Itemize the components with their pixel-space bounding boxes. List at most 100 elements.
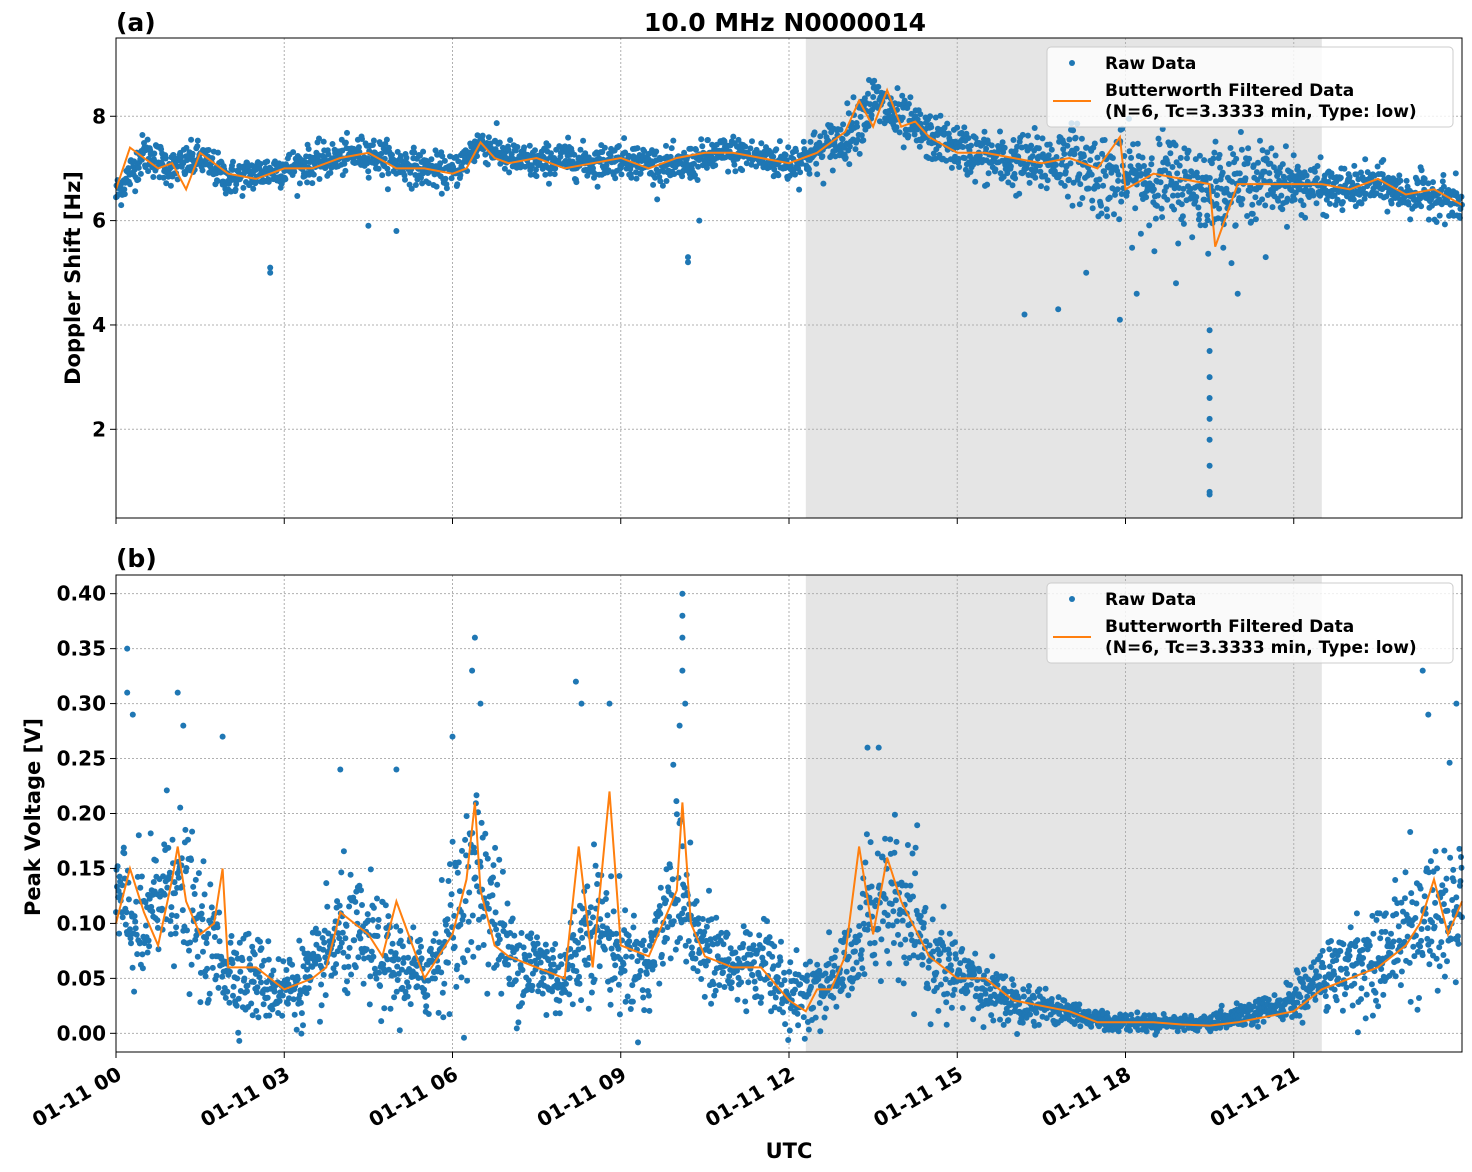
raw-data-point [474, 883, 480, 890]
raw-data-point [1179, 213, 1186, 220]
raw-data-point [580, 944, 587, 951]
raw-data-point [168, 912, 175, 919]
raw-data-point [182, 826, 189, 833]
raw-data-point [882, 835, 889, 842]
raw-data-point [1206, 374, 1213, 381]
raw-data-point [786, 968, 793, 975]
raw-data-point [987, 986, 994, 992]
raw-data-point [773, 146, 780, 153]
raw-data-point [526, 142, 533, 149]
raw-data-point [990, 1017, 997, 1024]
raw-data-point [1403, 177, 1410, 184]
raw-data-point [657, 910, 664, 917]
raw-data-point [405, 983, 412, 990]
raw-data-point [179, 907, 186, 914]
raw-data-point [265, 938, 272, 945]
raw-data-point [464, 977, 471, 984]
raw-data-point [810, 1004, 817, 1011]
raw-data-point [320, 946, 327, 953]
raw-data-point [1214, 192, 1220, 199]
raw-data-point [1216, 151, 1223, 158]
raw-data-point [493, 962, 500, 968]
raw-data-point [627, 1006, 634, 1012]
raw-data-point [927, 1021, 934, 1028]
raw-data-point [305, 985, 312, 992]
raw-data-point [870, 94, 877, 100]
raw-data-point [529, 982, 536, 989]
raw-data-point [519, 1000, 525, 1007]
raw-data-point [1425, 216, 1432, 223]
raw-data-point [814, 961, 821, 968]
raw-data-point [946, 950, 953, 957]
raw-data-point [1292, 986, 1299, 993]
raw-data-point [461, 959, 468, 966]
raw-data-point [215, 149, 221, 156]
raw-data-point [360, 980, 367, 987]
raw-data-point [421, 986, 428, 993]
raw-data-point [591, 976, 598, 983]
raw-data-point [304, 959, 311, 966]
raw-data-point [615, 981, 622, 988]
raw-data-point [758, 140, 765, 147]
raw-data-point [383, 136, 390, 143]
raw-data-point [1294, 163, 1301, 170]
raw-data-point [520, 944, 527, 951]
raw-data-point [135, 176, 142, 183]
raw-data-point [829, 167, 836, 174]
raw-data-point [961, 124, 968, 131]
raw-data-point [1073, 145, 1080, 152]
raw-data-point [1035, 145, 1042, 152]
raw-data-point [856, 150, 863, 157]
raw-data-point [233, 1002, 240, 1009]
raw-data-point [1238, 146, 1245, 153]
raw-data-point [1239, 196, 1246, 202]
raw-data-point [793, 947, 800, 954]
raw-data-point [1201, 196, 1208, 203]
raw-data-point [775, 172, 782, 179]
raw-data-point [549, 946, 556, 953]
raw-data-point [1206, 415, 1213, 422]
raw-data-point [336, 935, 343, 942]
raw-data-point [1094, 183, 1101, 190]
raw-data-point [320, 138, 327, 145]
raw-data-point [613, 930, 620, 937]
raw-data-point [1358, 200, 1365, 207]
raw-data-point [1265, 996, 1272, 1003]
raw-data-point [811, 129, 818, 136]
raw-data-point [656, 903, 663, 909]
raw-data-point [766, 934, 773, 941]
raw-data-point [817, 1028, 824, 1035]
raw-data-point [1087, 157, 1094, 164]
raw-data-point [1176, 162, 1183, 169]
raw-data-point [284, 976, 291, 983]
raw-data-point [1418, 203, 1425, 210]
raw-data-point [1132, 205, 1139, 212]
raw-data-point [959, 946, 966, 952]
raw-data-point [1262, 254, 1269, 261]
raw-data-point [378, 1018, 385, 1025]
raw-data-point [901, 954, 908, 961]
raw-data-point [1133, 290, 1140, 297]
raw-data-point [205, 996, 212, 1003]
raw-data-point [325, 930, 332, 937]
raw-data-point [338, 939, 345, 946]
raw-data-point [144, 949, 151, 956]
raw-data-point [948, 1004, 955, 1011]
raw-data-point [173, 913, 180, 919]
raw-data-point [1227, 145, 1234, 151]
raw-data-point [337, 944, 344, 951]
raw-data-point [899, 917, 906, 924]
raw-data-point [884, 948, 891, 954]
raw-data-point [769, 953, 776, 960]
raw-data-point [542, 171, 549, 178]
raw-data-point [1045, 152, 1052, 159]
raw-data-point [814, 171, 821, 178]
raw-data-point [952, 939, 958, 946]
raw-data-point [1310, 192, 1317, 199]
raw-data-point [1173, 280, 1179, 287]
raw-data-point [785, 1037, 792, 1043]
raw-data-point [1079, 195, 1086, 201]
raw-data-point [981, 128, 988, 135]
raw-data-point [1101, 137, 1108, 143]
raw-data-point [1118, 191, 1125, 197]
